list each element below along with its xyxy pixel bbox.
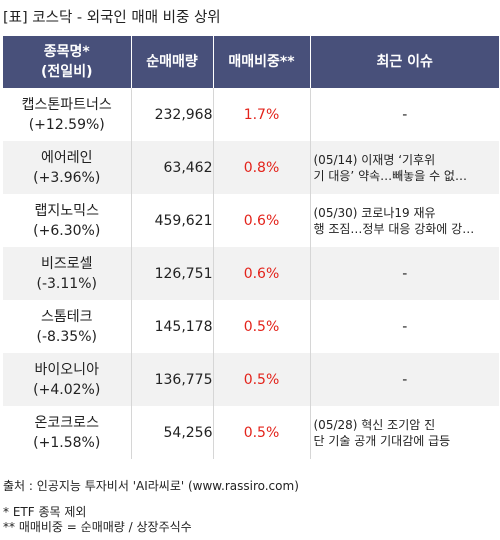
- issue-empty: -: [402, 265, 408, 282]
- header-recent-issue: 최근 이슈: [310, 36, 499, 88]
- net-volume-cell: 126,751: [131, 247, 214, 300]
- table-row: 랩지노믹스 (+6.30%) 459,621 0.6% (05/30) 코로나19 재유…: [3, 194, 499, 247]
- table-header-row: 종목명* (전일비) 순매매량 매매비중** 최근 이슈: [3, 36, 499, 88]
- stock-change: (-8.35%): [36, 328, 97, 345]
- header-stock-name-line1: 종목명*: [43, 44, 90, 60]
- stock-name: 비즈로셀: [40, 255, 93, 272]
- stock-name-cell: 바이오니아 (+4.02%): [3, 353, 132, 406]
- net-volume-cell: 136,775: [131, 353, 214, 406]
- issue-empty: -: [402, 106, 408, 123]
- recent-issue-cell: -: [310, 300, 499, 353]
- foreign-trading-table: 종목명* (전일비) 순매매량 매매비중** 최근 이슈 캡스톤파트너스 (+12…: [3, 36, 499, 459]
- stock-name: 바이오니아: [34, 361, 99, 378]
- trade-ratio-cell: 0.5%: [213, 300, 311, 353]
- stock-name-cell: 온코크로스 (+1.58%): [3, 406, 132, 459]
- header-stock-name-line2: (전일비): [41, 64, 93, 80]
- recent-issue-cell: (05/30) 코로나19 재유 행 조짐…정부 대응 강화에 강…: [310, 194, 499, 247]
- stock-name-cell: 스톰테크 (-8.35%): [3, 300, 132, 353]
- recent-issue-cell: (05/14) 이재명 ‘기후위 기 대응’ 약속…빼놓을 수 없…: [310, 141, 499, 194]
- table-row: 비즈로셀 (-3.11%) 126,751 0.6% -: [3, 247, 499, 300]
- stock-change: (-3.11%): [36, 275, 97, 292]
- table-row: 에어레인 (+3.96%) 63,462 0.8% (05/14) 이재명 ‘기후위 기 …: [3, 141, 499, 194]
- stock-change: (+3.96%): [33, 169, 101, 186]
- trade-ratio-cell: 0.6%: [213, 194, 311, 247]
- stock-name-cell: 에어레인 (+3.96%): [3, 141, 132, 194]
- header-net-volume: 순매매량: [131, 36, 214, 88]
- footnote-etf: * ETF 종목 제외: [3, 505, 87, 519]
- issue-empty: -: [402, 371, 408, 388]
- trade-ratio-cell: 0.8%: [213, 141, 311, 194]
- header-stock-name: 종목명* (전일비): [3, 36, 132, 88]
- stock-change: (+12.59%): [28, 116, 105, 133]
- stock-name: 에어레인: [40, 149, 93, 166]
- footnote-ratio: ** 매매비중 = 순매매량 / 상장주식수: [3, 520, 192, 534]
- stock-name-cell: 캡스톤파트너스 (+12.59%): [3, 88, 132, 141]
- recent-issue-cell: -: [310, 88, 499, 141]
- issue-line-2: 기 대응’ 약속…빼놓을 수 없…: [313, 168, 467, 183]
- header-trade-ratio: 매매비중**: [213, 36, 311, 88]
- net-volume-cell: 54,256: [131, 406, 214, 459]
- table-row: 캡스톤파트너스 (+12.59%) 232,968 1.7% -: [3, 88, 499, 141]
- source-note: 출처 : 인공지능 투자비서 'AI라씨로' (www.rassiro.com): [3, 479, 299, 493]
- net-volume-cell: 459,621: [131, 194, 214, 247]
- recent-issue-cell: -: [310, 353, 499, 406]
- stock-name-cell: 비즈로셀 (-3.11%): [3, 247, 132, 300]
- net-volume-cell: 232,968: [131, 88, 214, 141]
- table-title: [표] 코스닥 - 외국인 매매 비중 상위: [3, 10, 221, 26]
- issue-line-1: (05/14) 이재명 ‘기후위: [313, 152, 436, 167]
- stock-name: 랩지노믹스: [34, 202, 99, 219]
- recent-issue-cell: -: [310, 247, 499, 300]
- net-volume-cell: 63,462: [131, 141, 214, 194]
- table-row: 스톰테크 (-8.35%) 145,178 0.5% -: [3, 300, 499, 353]
- issue-line-1: (05/28) 혁신 조기암 진: [313, 417, 436, 432]
- trade-ratio-cell: 1.7%: [213, 88, 311, 141]
- stock-name: 온코크로스: [34, 414, 99, 431]
- issue-line-2: 단 기술 공개 기대감에 급등: [313, 433, 451, 448]
- trade-ratio-cell: 0.5%: [213, 406, 311, 459]
- stock-name: 캡스톤파트너스: [21, 96, 112, 113]
- trade-ratio-cell: 0.6%: [213, 247, 311, 300]
- trade-ratio-cell: 0.5%: [213, 353, 311, 406]
- issue-line-1: (05/30) 코로나19 재유: [313, 205, 436, 220]
- stock-change: (+4.02%): [33, 381, 101, 398]
- stock-change: (+6.30%): [33, 222, 101, 239]
- stock-name: 스톰테크: [40, 308, 93, 325]
- issue-line-2: 행 조짐…정부 대응 강화에 강…: [313, 221, 475, 236]
- issue-empty: -: [402, 318, 408, 335]
- table-row: 바이오니아 (+4.02%) 136,775 0.5% -: [3, 353, 499, 406]
- stock-change: (+1.58%): [33, 434, 101, 451]
- net-volume-cell: 145,178: [131, 300, 214, 353]
- stock-name-cell: 랩지노믹스 (+6.30%): [3, 194, 132, 247]
